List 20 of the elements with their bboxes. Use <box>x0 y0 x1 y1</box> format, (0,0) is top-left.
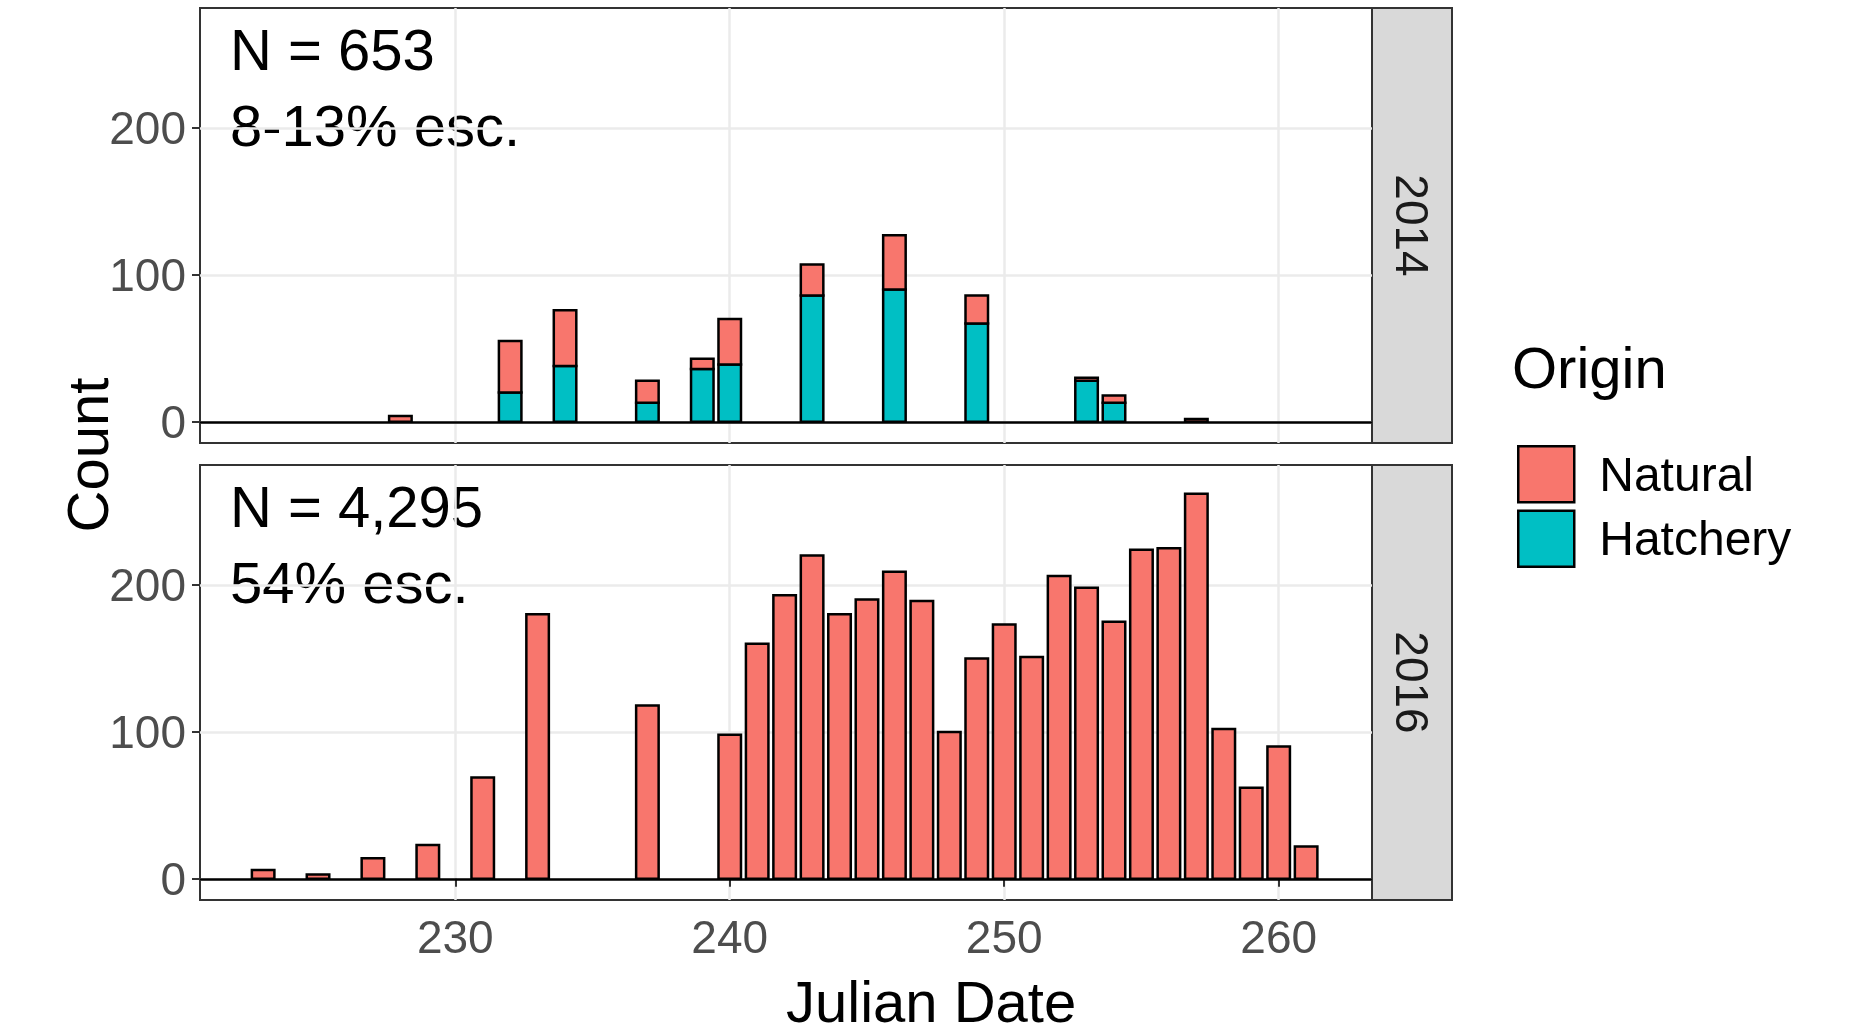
annotation: N = 653 <box>230 16 435 82</box>
legend-label: Hatchery <box>1599 512 1792 566</box>
y-tick-label: 200 <box>109 101 186 154</box>
y-axis-title: Count <box>53 377 121 533</box>
text: 2014 <box>1386 174 1438 277</box>
text: 2016 <box>1386 631 1438 734</box>
y-tick-label: 0 <box>160 852 186 905</box>
y-tick-label: 100 <box>109 248 186 301</box>
annotation: 54% esc. <box>230 549 469 615</box>
x-tick-label: 230 <box>416 911 494 963</box>
x-axis-title: Julian Date <box>786 968 1077 1034</box>
x-tick-label: 250 <box>965 911 1043 963</box>
legend-title: Origin <box>1512 334 1667 400</box>
annotation: N = 4,295 <box>230 473 484 539</box>
x-tick-label: 240 <box>691 911 769 963</box>
x-tick-label: 260 <box>1240 911 1318 963</box>
y-tick-label: 200 <box>109 558 186 611</box>
legend-label: Natural <box>1599 447 1754 501</box>
y-tick-label: 0 <box>160 395 186 448</box>
y-tick-label: 100 <box>109 705 186 758</box>
